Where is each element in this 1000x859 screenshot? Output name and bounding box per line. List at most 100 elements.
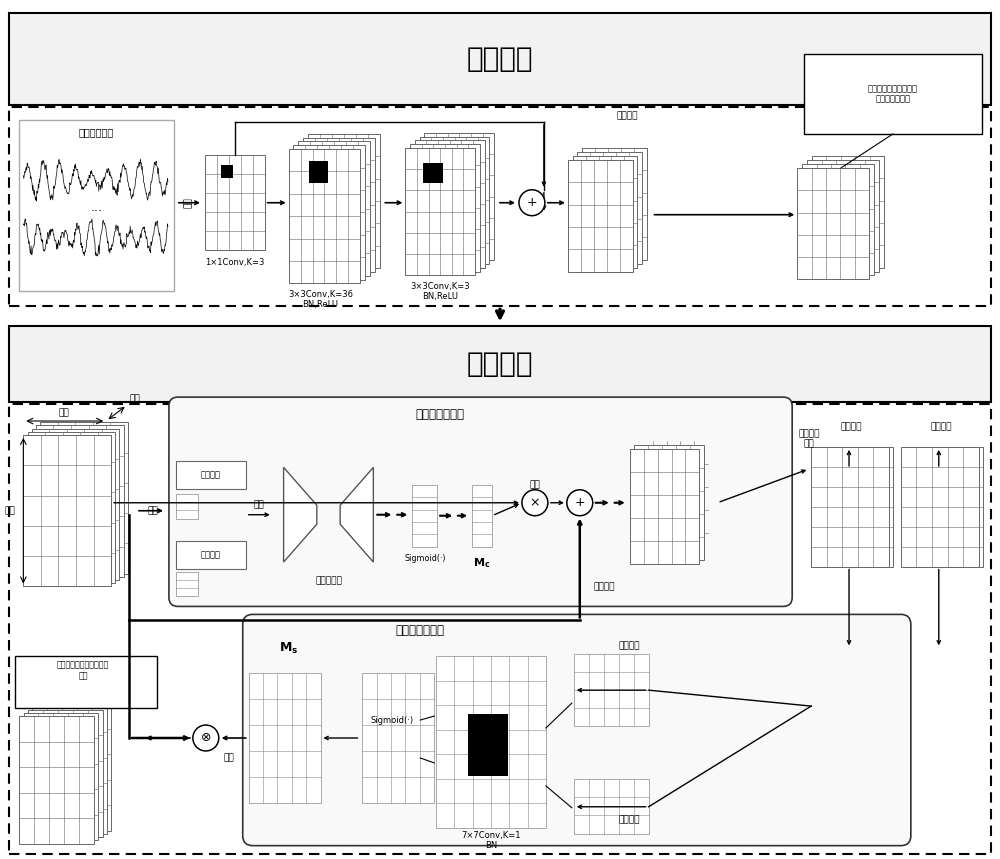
Text: 3×3Conv,K=3
BN,ReLU: 3×3Conv,K=3 BN,ReLU	[410, 282, 470, 302]
Text: 空间注意力模型: 空间注意力模型	[396, 624, 445, 637]
Bar	[812, 155, 884, 267]
Bar	[807, 160, 879, 271]
Circle shape	[193, 725, 219, 751]
Bar	[423, 163, 443, 183]
Text: 残差连接: 残差连接	[594, 582, 615, 591]
Bar	[19, 120, 174, 291]
Text: 池化: 池化	[148, 506, 158, 515]
Bar	[28, 432, 115, 583]
Bar	[412, 484, 437, 546]
Bar	[205, 155, 265, 250]
Bar	[630, 449, 699, 564]
Bar	[472, 484, 492, 546]
Bar	[797, 168, 869, 279]
Text: 3×3Conv,K=36
BN,ReLU: 3×3Conv,K=36 BN,ReLU	[288, 289, 353, 309]
Bar	[574, 779, 649, 834]
Text: $\mathbf{M_c}$: $\mathbf{M_c}$	[473, 557, 491, 570]
Bar	[574, 655, 649, 726]
Text: 高度: 高度	[5, 506, 16, 515]
Bar	[424, 133, 494, 260]
Text: 沿通道轴
池化: 沿通道轴 池化	[798, 430, 820, 448]
Bar	[905, 447, 983, 567]
Polygon shape	[340, 467, 373, 562]
Bar	[420, 137, 489, 264]
Circle shape	[519, 190, 545, 216]
Text: Sigmoid(·): Sigmoid(·)	[404, 554, 446, 564]
Bar	[19, 716, 94, 844]
Text: 最大池化: 最大池化	[619, 642, 640, 651]
Text: Sigmoid(·): Sigmoid(·)	[371, 716, 414, 724]
Bar	[176, 494, 198, 519]
Text: 特征增强: 特征增强	[467, 350, 533, 378]
Bar	[573, 155, 637, 267]
Bar	[634, 445, 704, 560]
Text: 特征提取: 特征提取	[467, 46, 533, 73]
Bar	[36, 425, 124, 577]
Bar	[309, 161, 328, 183]
Polygon shape	[284, 467, 317, 562]
Bar	[362, 673, 434, 803]
Text: ⊗: ⊗	[201, 732, 211, 745]
Text: 加权: 加权	[530, 480, 540, 490]
Text: 宽度: 宽度	[59, 409, 70, 417]
Text: 在空间和通道视角下提
取到的低级特征: 在空间和通道视角下提 取到的低级特征	[868, 84, 918, 104]
Bar	[405, 148, 475, 276]
Bar	[176, 461, 246, 489]
Bar	[9, 404, 991, 854]
Bar	[9, 326, 991, 402]
Bar	[639, 442, 708, 556]
Bar	[643, 437, 713, 552]
Bar	[9, 107, 991, 307]
Circle shape	[522, 490, 548, 515]
Bar	[249, 673, 321, 803]
Bar	[32, 706, 107, 834]
Bar	[303, 137, 375, 272]
Bar	[436, 656, 546, 828]
Bar	[32, 429, 119, 580]
Bar	[410, 144, 480, 271]
Text: 最大池化: 最大池化	[840, 423, 862, 431]
Text: 最大池化: 最大池化	[201, 471, 221, 479]
Text: $\mathbf{M_s}$: $\mathbf{M_s}$	[279, 641, 298, 655]
Bar	[804, 54, 982, 134]
Bar	[802, 164, 874, 276]
Text: 通道注意力模型: 通道注意力模型	[416, 407, 465, 421]
Text: 加权: 加权	[223, 753, 234, 763]
Bar	[901, 447, 979, 567]
Bar	[176, 540, 246, 569]
Bar	[176, 571, 198, 596]
Text: +: +	[574, 497, 585, 509]
Bar	[415, 140, 485, 268]
Text: +: +	[527, 196, 537, 210]
Bar	[221, 165, 233, 178]
Bar	[9, 14, 991, 105]
Text: 平均池化: 平均池化	[930, 423, 952, 431]
Bar	[811, 447, 889, 567]
Bar	[36, 704, 111, 831]
Bar	[582, 148, 647, 259]
Text: 平均池化: 平均池化	[619, 815, 640, 825]
Bar	[289, 149, 360, 283]
Bar	[23, 435, 111, 587]
Text: 融合: 融合	[253, 500, 264, 509]
Bar	[293, 145, 365, 280]
Bar	[468, 714, 508, 776]
Bar	[577, 152, 642, 264]
Text: ...: ...	[90, 201, 102, 214]
Text: 多层感知机: 多层感知机	[315, 576, 342, 585]
Bar	[40, 423, 128, 574]
Text: ×: ×	[530, 497, 540, 509]
Text: 残差连接: 残差连接	[617, 112, 638, 120]
Text: 通道: 通道	[129, 394, 140, 404]
Circle shape	[567, 490, 593, 515]
Bar	[815, 447, 893, 567]
Text: 平均池化: 平均池化	[201, 550, 221, 559]
Bar	[15, 656, 157, 708]
FancyBboxPatch shape	[169, 397, 792, 606]
Text: 整形: 整形	[183, 198, 192, 208]
Bar	[24, 713, 98, 840]
Text: 1×1Conv,K=3: 1×1Conv,K=3	[205, 258, 264, 267]
Bar	[308, 134, 380, 268]
Text: 原始振动数据: 原始振动数据	[78, 127, 114, 137]
Text: 空间和通道视角下的增强
特征: 空间和通道视角下的增强 特征	[57, 661, 109, 680]
